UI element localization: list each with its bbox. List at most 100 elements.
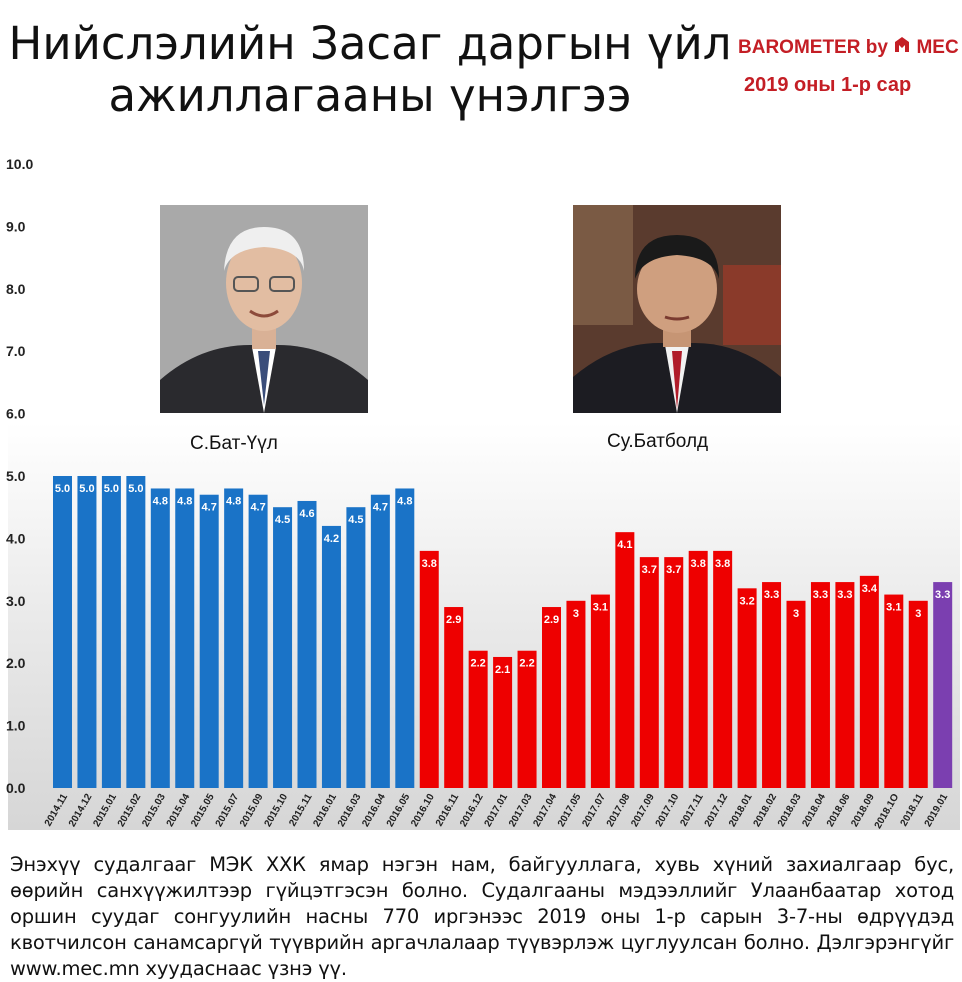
bar-2015.04 [175, 488, 195, 788]
data-label: 4.8 [153, 495, 168, 507]
data-label: 3.1 [593, 602, 608, 614]
title-line-1: Нийслэлийн Засаг даргын үйл [8, 17, 732, 70]
page-title: Нийслэлийн Засаг даргын үйл ажиллагааны … [0, 18, 740, 122]
data-label: 2.9 [446, 614, 461, 626]
title-line-2: ажиллагааны үнэлгээ [108, 69, 632, 122]
data-label: 3 [915, 608, 921, 620]
bar-2018.01 [737, 588, 757, 788]
mec-logo-icon [893, 36, 911, 60]
bar-2018.02 [762, 582, 782, 788]
data-label: 3.3 [935, 589, 950, 601]
data-label: 3.3 [764, 589, 779, 601]
y-tick-label: 8.0 [6, 281, 26, 297]
data-label: 3 [573, 608, 579, 620]
data-label: 3.8 [715, 558, 730, 570]
bar-2017.09 [639, 557, 659, 788]
person-name-batbold: Су.Батболд [607, 431, 709, 452]
rating-bar-chart: 0.0 1.0 2.0 3.0 4.0 5.0 6.0 7.0 8.0 9.0 10.0 5.0 201… [6, 156, 953, 831]
bar-2015.07 [224, 488, 244, 788]
bar-2014.11 [53, 476, 72, 788]
data-label: 2.2 [471, 658, 486, 670]
bar-2016.04 [370, 494, 390, 788]
data-label: 5.0 [55, 483, 70, 495]
data-label: 3.1 [886, 602, 901, 614]
y-tick-label: 9.0 [6, 218, 26, 234]
bar-2016.11 [444, 607, 464, 788]
data-label: 4.8 [397, 495, 412, 507]
y-tick-label: 5.0 [6, 468, 26, 484]
y-tick-label: 6.0 [6, 406, 26, 422]
bar-2017.11 [688, 550, 708, 788]
bar-2016.10 [419, 550, 439, 788]
y-tick-label: 7.0 [6, 343, 26, 359]
bar-2018.1O [884, 594, 904, 788]
bar-2019.01 [933, 582, 953, 788]
brand-text: BAROMETER by [738, 37, 888, 59]
data-label: 4.7 [250, 502, 265, 514]
methodology-note: Энэхүү судалгааг МЭК ХХК ямар нэгэн нам,… [10, 853, 954, 980]
y-tick-label: 4.0 [6, 530, 26, 546]
bar-2018.06 [835, 582, 855, 788]
bar-2018.09 [859, 575, 879, 788]
bar-2015.09 [248, 494, 268, 788]
bar-2016.01 [321, 525, 341, 788]
y-tick-label: 0.0 [6, 780, 26, 796]
data-label: 5.0 [128, 483, 143, 495]
bar-2015.10 [273, 507, 293, 788]
data-label: 5.0 [104, 483, 119, 495]
y-tick-label: 2.0 [6, 655, 26, 671]
bar-2015.01 [101, 476, 121, 788]
data-label: 5.0 [79, 483, 94, 495]
bar-2014.12 [77, 476, 97, 788]
data-label: 3 [793, 608, 799, 620]
data-label: 3.8 [691, 558, 706, 570]
bar-2015.11 [297, 500, 317, 788]
y-tick-label: 1.0 [6, 718, 26, 734]
bar-2015.05 [199, 494, 219, 788]
person-name-bat-uul: С.Бат-Үүл [190, 433, 278, 454]
data-label: 3.8 [422, 558, 437, 570]
survey-period: 2019 оны 1-р сар [744, 74, 912, 96]
bar-2016.05 [395, 488, 415, 788]
bar-2017.07 [590, 594, 610, 788]
x-tick-label: 2018.1O [873, 792, 902, 831]
bar-2017.12 [713, 550, 733, 788]
bar-2015.02 [126, 476, 146, 788]
portrait-photo-bat-uul [160, 205, 368, 413]
bar-2016.12 [468, 650, 488, 788]
data-label: 3.2 [739, 595, 754, 607]
y-tick-label: 10.0 [6, 156, 33, 172]
bar-2016.03 [346, 507, 366, 788]
data-label: 4.5 [275, 514, 290, 526]
bar-2017.05 [566, 600, 586, 788]
data-label: 4.1 [617, 539, 632, 551]
portrait-photo-batbold [573, 205, 781, 413]
bar-2018.04 [810, 582, 830, 788]
x-tick-label: 2019.01 [923, 792, 951, 829]
data-label: 3.4 [862, 583, 878, 595]
data-label: 4.2 [324, 533, 339, 545]
data-label: 3.7 [642, 564, 657, 576]
brand-logo-text: MEC [916, 37, 959, 59]
bar-2017.01 [493, 656, 513, 788]
bar-2017.04 [542, 607, 561, 788]
data-label: 3.3 [837, 589, 852, 601]
data-label: 2.2 [519, 658, 534, 670]
bar-2017.08 [615, 532, 635, 788]
data-label: 4.7 [373, 502, 388, 514]
bar-2015.03 [150, 488, 170, 788]
bar-2017.10 [664, 557, 684, 788]
data-label: 4.7 [202, 502, 217, 514]
data-label: 2.9 [544, 614, 559, 626]
data-label: 4.6 [299, 508, 314, 520]
data-label: 4.8 [226, 495, 241, 507]
bar-2018.03 [786, 600, 806, 788]
data-label: 3.3 [813, 589, 828, 601]
bar-2017.03 [517, 650, 537, 788]
bar-2018.11 [908, 600, 928, 788]
y-tick-label: 3.0 [6, 593, 26, 609]
data-label: 3.7 [666, 564, 681, 576]
brand-banner: BAROMETER by MEC [738, 36, 959, 60]
data-label: 2.1 [495, 664, 510, 676]
data-label: 4.8 [177, 495, 192, 507]
